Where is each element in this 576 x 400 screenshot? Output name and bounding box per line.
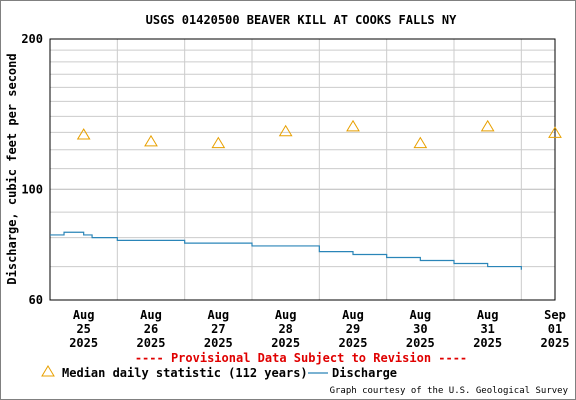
x-tick-label: 2025 <box>69 336 98 350</box>
x-tick-label: 2025 <box>406 336 435 350</box>
grid <box>50 39 555 300</box>
y-tick-label: 60 <box>29 293 43 307</box>
median-marker <box>278 124 293 137</box>
plot-area-border <box>49 38 556 301</box>
discharge-line <box>50 231 522 270</box>
x-tick-label: Aug <box>140 308 162 322</box>
x-tick-label: 27 <box>211 322 225 336</box>
x-tick-label: 25 <box>76 322 90 336</box>
provisional-note: ---- Provisional Data Subject to Revisio… <box>135 351 467 365</box>
legend-median-marker <box>41 365 55 377</box>
x-tick-label: 2025 <box>271 336 300 350</box>
y-tick-label: 200 <box>21 32 43 46</box>
median-marker <box>346 119 360 132</box>
x-tick-label: 2025 <box>473 336 502 350</box>
x-tick-label: Aug <box>73 308 95 322</box>
x-tick-labels: Aug252025Aug262025Aug272025Aug282025Aug2… <box>69 308 569 350</box>
y-tick-labels: 60 100 200 <box>21 32 43 307</box>
median-marker <box>480 119 495 132</box>
x-tick-label: Aug <box>342 308 364 322</box>
x-tick-label: 31 <box>480 322 494 336</box>
chart-title: USGS 01420500 BEAVER KILL AT COOKS FALLS… <box>146 13 457 27</box>
series-layer <box>50 119 562 270</box>
y-axis-label: Discharge, cubic feet per second <box>5 53 19 284</box>
x-tick-label: 26 <box>144 322 158 336</box>
legend-discharge-label: Discharge <box>332 366 397 380</box>
median-marker <box>211 136 226 149</box>
x-tick-label: Aug <box>409 308 431 322</box>
y-tick-label: 100 <box>21 182 43 196</box>
x-tick-label: 28 <box>278 322 292 336</box>
median-marker <box>144 134 158 147</box>
x-tick-label: 2025 <box>541 336 570 350</box>
usgs-credit: Graph courtesy of the U.S. Geological Su… <box>330 386 569 396</box>
legend-median-label: Median daily statistic (112 years) <box>62 366 308 380</box>
x-tick-label: Aug <box>275 308 297 322</box>
x-tick-label: 29 <box>346 322 360 336</box>
median-marker <box>76 128 91 140</box>
x-tick-label: 01 <box>548 322 562 336</box>
x-tick-label: Aug <box>207 308 229 322</box>
x-tick-label: 2025 <box>339 336 368 350</box>
legend: Median daily statistic (112 years) Disch… <box>41 365 397 380</box>
median-marker <box>413 136 428 149</box>
x-tick-label: Aug <box>477 308 499 322</box>
x-tick-label: 30 <box>413 322 427 336</box>
x-tick-label: Sep <box>544 308 566 322</box>
median-marker <box>548 126 562 138</box>
x-tick-label: 2025 <box>137 336 166 350</box>
x-tick-label: 2025 <box>204 336 233 350</box>
